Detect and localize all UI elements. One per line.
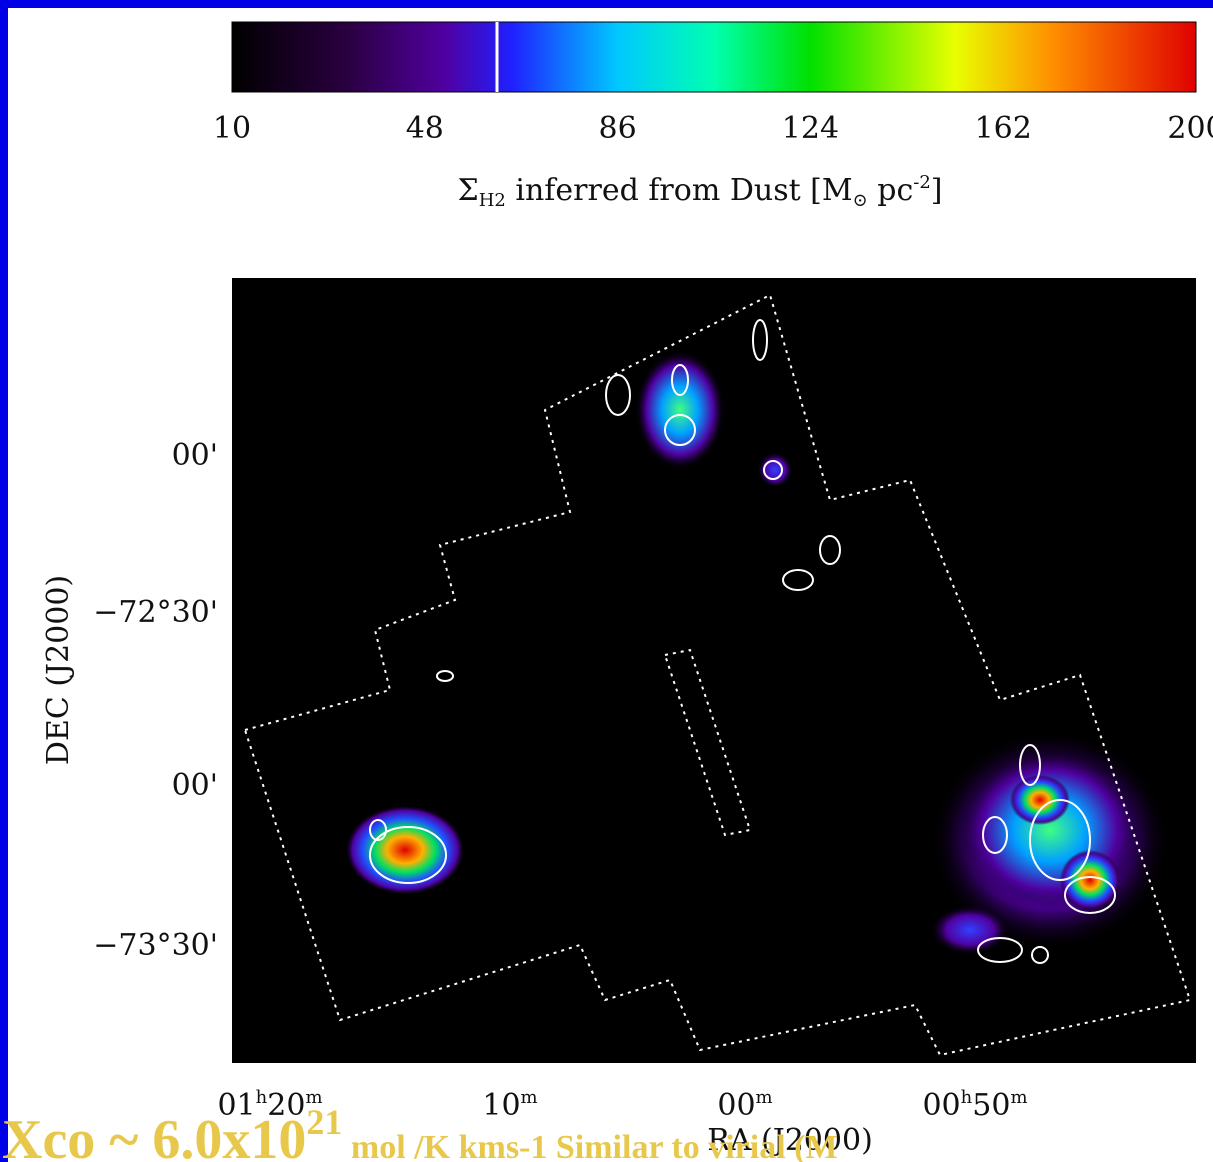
colorbar	[232, 22, 1196, 92]
colorbar-tick-label: 124	[782, 111, 839, 146]
y-tick-label: 00'	[172, 768, 218, 803]
y-tick-label: −73°30'	[93, 928, 218, 963]
x-tick-part: 00	[717, 1088, 755, 1123]
blob	[635, 350, 725, 470]
x-tick-part: m	[521, 1087, 538, 1108]
colorbar-tick-label: 86	[599, 111, 637, 146]
blob	[345, 805, 465, 895]
x-tick-part: m	[1010, 1087, 1027, 1108]
colorbar-tick-label: 10	[213, 111, 251, 146]
x-tick-part: m	[756, 1087, 773, 1108]
x-tick-part: 00	[922, 1088, 960, 1123]
colorbar-tick-label: 48	[406, 111, 444, 146]
blob	[757, 452, 793, 488]
y-tick-label: 00'	[172, 438, 218, 473]
x-tick-part: h	[256, 1087, 268, 1108]
colorbar-tick-label: 162	[975, 111, 1032, 146]
colorbar-label: ΣH2 inferred from Dust [M⊙ pc-2]	[457, 172, 942, 211]
x-tick-part: 50	[972, 1088, 1010, 1123]
blob	[1060, 850, 1120, 910]
page: 10 48 86 124 162 200 ΣH2 inferred from Dust […	[0, 0, 1213, 1162]
slide: 10 48 86 124 162 200 ΣH2 inferred from Dust […	[0, 0, 1213, 1162]
y-axis-label: DEC (J2000)	[41, 575, 76, 765]
colorbar-tick-label: 200	[1167, 111, 1213, 146]
x-tick-part: h	[961, 1087, 973, 1108]
blob	[930, 905, 1010, 955]
y-tick-label: −72°30'	[93, 595, 218, 630]
x-tick-part: 10	[482, 1088, 520, 1123]
